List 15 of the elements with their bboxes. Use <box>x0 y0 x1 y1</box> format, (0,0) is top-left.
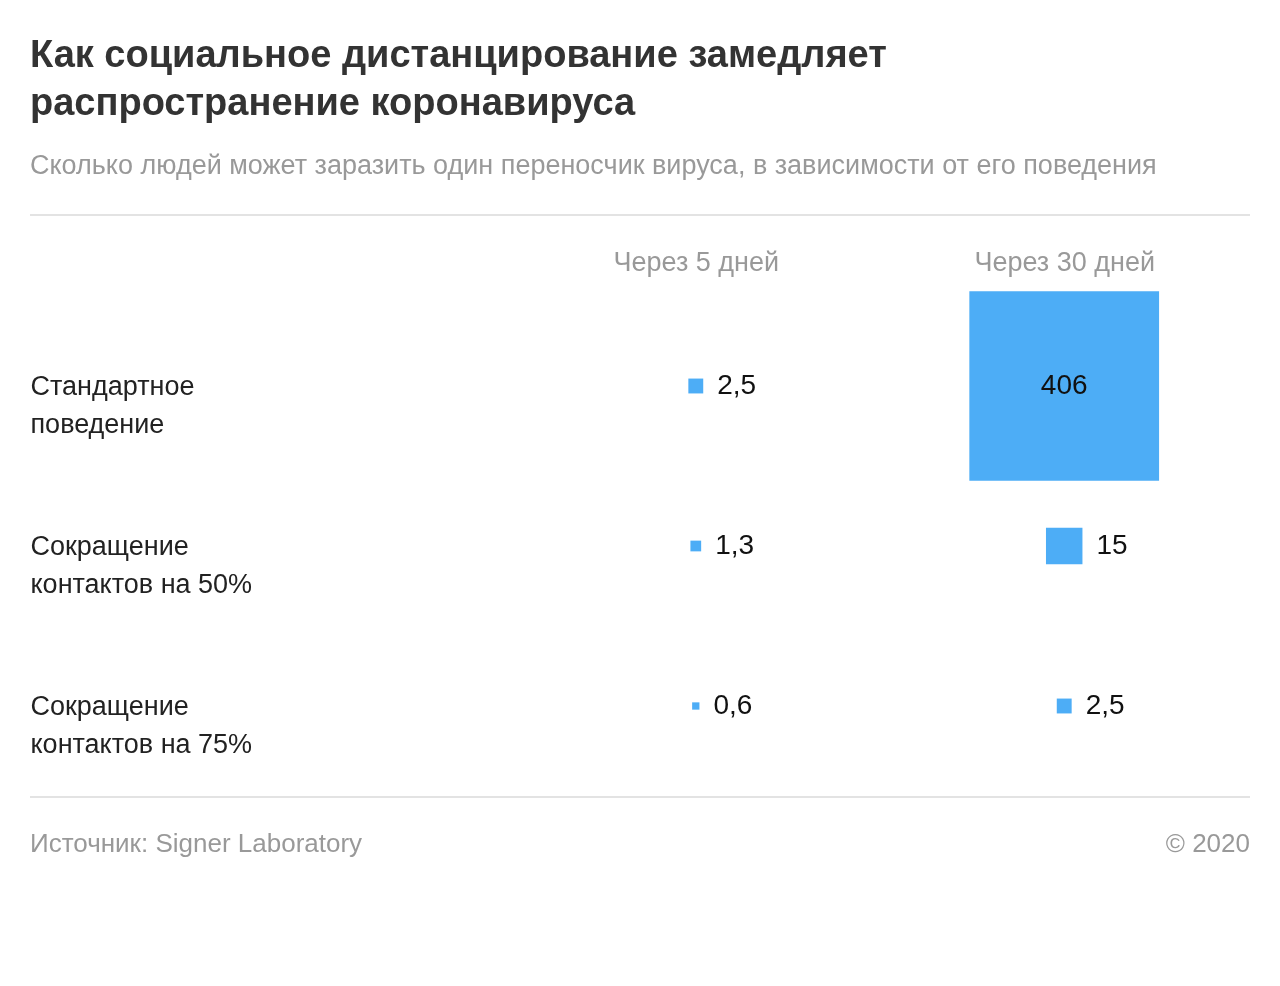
y-tick-label: Сокращение контактов на 75% <box>30 690 253 759</box>
data-label: 406 <box>1040 369 1088 400</box>
y-tick-label: Сокращение контактов на 50% <box>30 530 253 599</box>
text: Источник: Signer Laboratory <box>30 828 363 859</box>
x-tick-label: Через 30 дней <box>974 246 1156 277</box>
data-label: 2,5 <box>1085 689 1125 720</box>
data-label: 2,5 <box>717 369 757 400</box>
text: © 2020 <box>1165 828 1250 859</box>
y-tick-label: Стандартное поведение <box>30 370 195 439</box>
data-label: 0,6 <box>713 689 753 720</box>
data-label: 15 <box>1096 529 1128 560</box>
x-tick-label: Через 5 дней <box>613 246 780 277</box>
data-label: 1,3 <box>715 529 755 560</box>
chart-title: Как социальное дистанцирование замедляет распространение коронавируса <box>30 32 888 125</box>
chart-subtitle: Сколько людей может заразить один переносчик вируса, в зависимости от его поведения <box>30 149 1158 182</box>
